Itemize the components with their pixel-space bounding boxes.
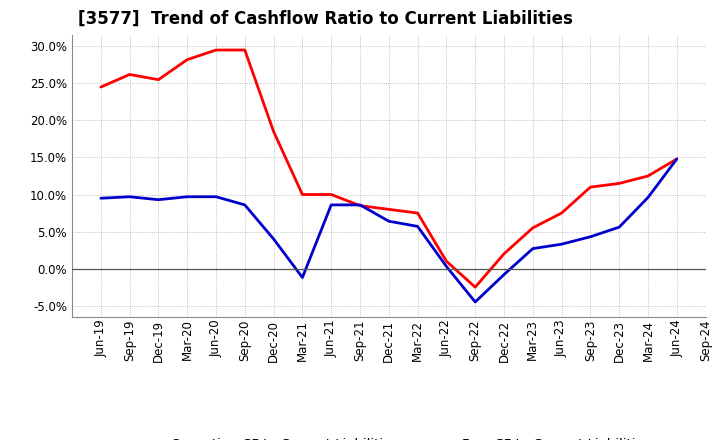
Operating CF to Current Liabilities [298,192,307,197]
Free CF to Current Liabilities [442,264,451,269]
Free CF to Current Liabilities [240,202,249,208]
Free CF to Current Liabilities [413,224,422,229]
Operating CF to Current Liabilities [471,285,480,290]
Free CF to Current Liabilities [384,219,393,224]
Operating CF to Current Liabilities [240,48,249,53]
Free CF to Current Liabilities [356,202,364,208]
Free CF to Current Liabilities [500,272,508,277]
Free CF to Current Liabilities [212,194,220,199]
Free CF to Current Liabilities [125,194,134,199]
Operating CF to Current Liabilities [125,72,134,77]
Operating CF to Current Liabilities [212,48,220,53]
Operating CF to Current Liabilities [644,173,652,179]
Free CF to Current Liabilities [96,196,105,201]
Free CF to Current Liabilities [644,195,652,200]
Operating CF to Current Liabilities [327,192,336,197]
Operating CF to Current Liabilities [384,207,393,212]
Free CF to Current Liabilities [528,246,537,251]
Text: [3577]  Trend of Cashflow Ratio to Current Liabilities: [3577] Trend of Cashflow Ratio to Curren… [78,10,573,28]
Operating CF to Current Liabilities [96,84,105,90]
Free CF to Current Liabilities [615,224,624,230]
Free CF to Current Liabilities [269,236,278,242]
Operating CF to Current Liabilities [615,181,624,186]
Legend: Operating CF to Current Liabilities, Free CF to Current Liabilities: Operating CF to Current Liabilities, Fre… [122,433,655,440]
Operating CF to Current Liabilities [442,259,451,264]
Free CF to Current Liabilities [154,197,163,202]
Operating CF to Current Liabilities [500,251,508,257]
Free CF to Current Liabilities [471,299,480,304]
Operating CF to Current Liabilities [528,225,537,231]
Operating CF to Current Liabilities [154,77,163,82]
Operating CF to Current Liabilities [557,210,566,216]
Operating CF to Current Liabilities [356,203,364,208]
Operating CF to Current Liabilities [672,156,681,161]
Free CF to Current Liabilities [586,234,595,239]
Operating CF to Current Liabilities [413,210,422,216]
Operating CF to Current Liabilities [586,184,595,190]
Operating CF to Current Liabilities [183,57,192,62]
Operating CF to Current Liabilities [269,129,278,134]
Free CF to Current Liabilities [327,202,336,208]
Line: Operating CF to Current Liabilities: Operating CF to Current Liabilities [101,50,677,287]
Free CF to Current Liabilities [183,194,192,199]
Free CF to Current Liabilities [557,242,566,247]
Free CF to Current Liabilities [672,156,681,161]
Free CF to Current Liabilities [298,275,307,280]
Line: Free CF to Current Liabilities: Free CF to Current Liabilities [101,159,677,302]
